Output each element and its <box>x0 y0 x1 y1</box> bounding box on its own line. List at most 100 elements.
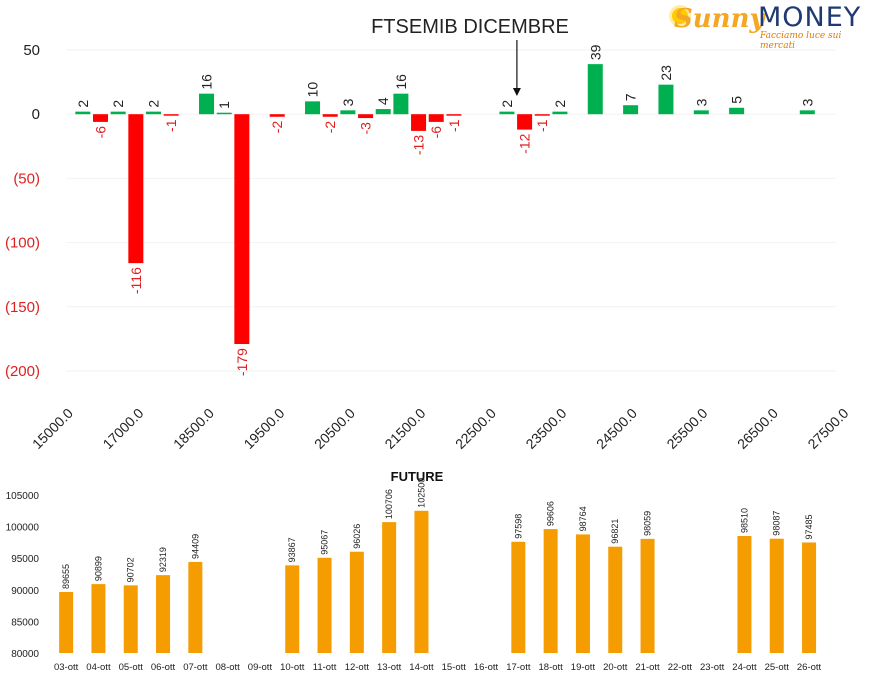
x-tick-label: 18500.0 <box>170 405 217 450</box>
data-label: -179 <box>234 348 250 376</box>
bar <box>799 110 815 115</box>
bar <box>769 538 784 653</box>
x-tick-label: 19500.0 <box>240 405 287 450</box>
y-tick-label: 105000 <box>6 491 40 502</box>
bar <box>59 591 74 653</box>
bar <box>75 111 91 115</box>
y-tick-label: (200) <box>5 363 40 380</box>
data-label: 23 <box>658 65 674 81</box>
x-tick-label: 24500.0 <box>593 405 640 450</box>
bar <box>543 529 558 653</box>
x-tick-label: 25-ott <box>765 662 790 673</box>
data-label: 16 <box>199 74 215 90</box>
bar <box>517 114 533 130</box>
logo: Sunny MONEY Facciamo luce sui mercati <box>672 2 872 51</box>
data-label: 95067 <box>320 530 330 555</box>
logo-money: MONEY <box>758 2 862 33</box>
data-label: 5 <box>729 96 745 104</box>
x-tick-label: 17-ott <box>506 662 531 673</box>
data-label: 92319 <box>158 547 168 572</box>
data-label: -12 <box>517 133 533 153</box>
y-tick-label: 95000 <box>11 554 39 565</box>
bar <box>693 110 709 115</box>
x-tick-label: 09-ott <box>248 662 273 673</box>
data-label: -116 <box>128 267 144 294</box>
bar <box>729 107 745 115</box>
bar <box>322 114 338 117</box>
bar <box>285 565 300 653</box>
x-tick-label: 25500.0 <box>663 405 710 450</box>
bar <box>156 575 171 653</box>
data-label: 1 <box>216 101 232 109</box>
bar <box>340 110 356 115</box>
bar <box>511 541 526 653</box>
bar <box>128 114 144 264</box>
data-label: 16 <box>393 74 409 90</box>
data-label: 94409 <box>190 534 200 559</box>
x-tick-label: 08-ott <box>216 662 241 673</box>
x-tick-label: 22-ott <box>668 662 693 673</box>
y-tick-label: (50) <box>13 170 40 187</box>
future-chart: FUTURE 105000 100000 95000 90000 85000 80000 03… <box>6 469 822 673</box>
data-label: -1 <box>446 119 462 132</box>
bar <box>358 114 374 119</box>
data-label: 3 <box>693 98 709 106</box>
arrow-head <box>512 88 521 96</box>
x-tick-label: 18-ott <box>539 662 564 673</box>
x-tick-label: 12-ott <box>345 662 370 673</box>
x-tick-label: 15-ott <box>442 662 467 673</box>
data-label: 97485 <box>804 514 814 539</box>
logo-tagline: Facciamo luce sui mercati <box>760 31 842 51</box>
x-tick-label: 14-ott <box>409 662 434 673</box>
data-label: 102500 <box>416 478 426 508</box>
data-label: 3 <box>799 98 815 106</box>
y-tick-label: 85000 <box>11 617 39 628</box>
x-tick-label: 17000.0 <box>99 405 146 450</box>
data-label: 2 <box>552 100 568 108</box>
x-tick-label: 11-ott <box>313 662 337 673</box>
y-tick-label: 100000 <box>6 523 40 534</box>
bar <box>499 111 515 115</box>
bar <box>552 111 568 115</box>
data-label: 98764 <box>578 506 588 531</box>
bar <box>640 538 655 653</box>
data-label: 2 <box>75 100 91 108</box>
data-label: 89655 <box>61 564 71 589</box>
bar <box>146 111 162 115</box>
data-label: 2 <box>499 100 515 108</box>
x-tick-label: 21500.0 <box>381 405 428 450</box>
y-tick-label: 0 <box>32 106 40 123</box>
x-tick-label: 13-ott <box>377 662 402 673</box>
x-tick-label: 05-ott <box>119 662 144 673</box>
x-tick-label: 23-ott <box>700 662 725 673</box>
bar <box>110 111 126 115</box>
x-tick-label: 21-ott <box>635 662 660 673</box>
bar <box>428 114 444 122</box>
x-tick-label: 20-ott <box>603 662 628 673</box>
bar <box>393 93 409 115</box>
bar <box>382 522 397 653</box>
bar <box>534 114 550 116</box>
bar <box>446 114 462 116</box>
x-tick-label: 23500.0 <box>522 405 569 450</box>
y-tick-label: (150) <box>5 299 40 316</box>
x-tick-label: 07-ott <box>183 662 208 673</box>
x-tick-label: 10-ott <box>280 662 305 673</box>
bar <box>91 584 106 653</box>
data-label: 98087 <box>772 511 782 536</box>
data-label: -2 <box>269 121 285 134</box>
data-label: 96821 <box>610 519 620 544</box>
bar <box>608 546 623 653</box>
data-label: -1 <box>534 119 550 132</box>
x-tick-label: 19-ott <box>571 662 596 673</box>
data-label: 100706 <box>384 489 394 519</box>
bar <box>658 84 674 115</box>
data-label: -2 <box>322 121 338 134</box>
bar <box>188 561 203 653</box>
bar <box>414 510 429 653</box>
y-tick-label: 50 <box>23 42 40 59</box>
data-label: 90702 <box>126 557 136 582</box>
data-label: 7 <box>623 93 639 101</box>
data-label: 39 <box>587 44 603 60</box>
bar <box>802 542 817 653</box>
